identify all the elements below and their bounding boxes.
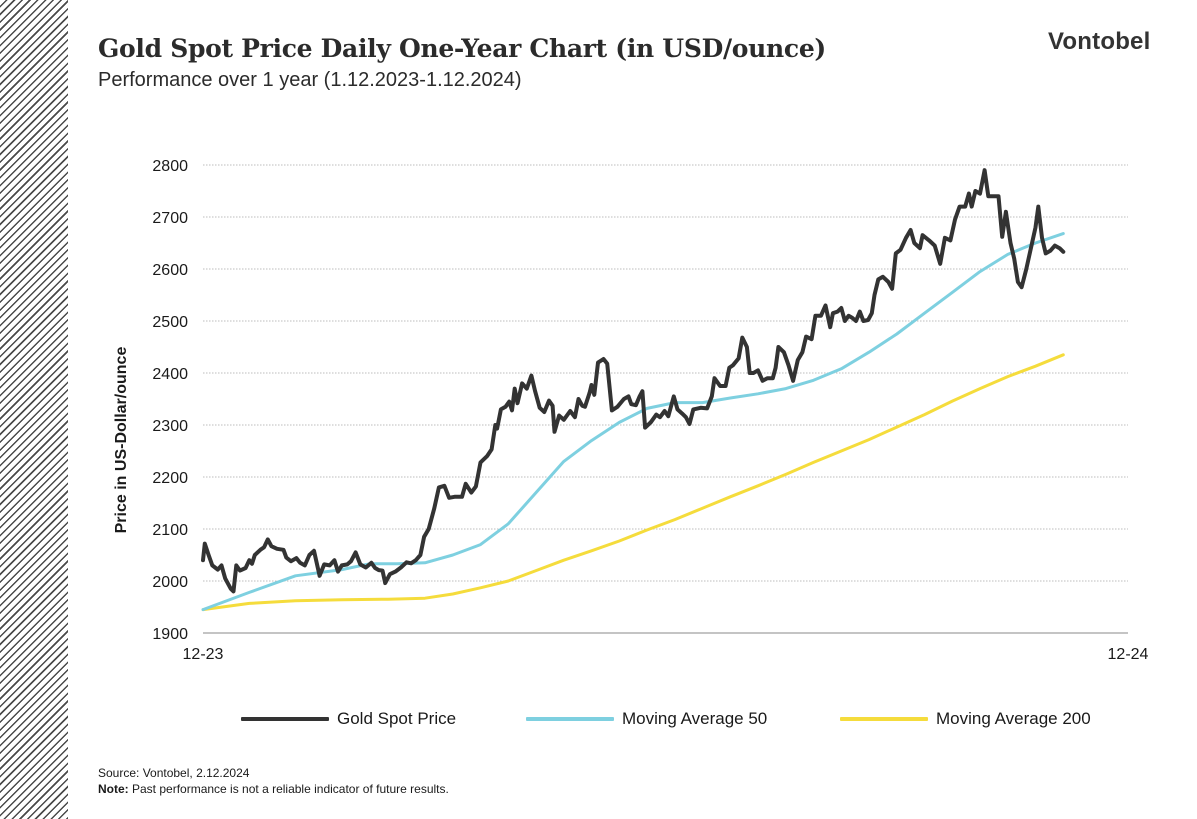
y-tick-labels: 1900 2000 2100 2200 2300 2400 2500 2600 2700 2800 — [152, 158, 188, 643]
y-tick-label: 2200 — [152, 470, 188, 487]
y-tick-label: 2400 — [152, 366, 188, 383]
legend-label-gold-spot: Gold Spot Price — [337, 709, 457, 728]
series-line-gold-spot-price — [201, 168, 1066, 594]
series-line-moving-average-50 — [201, 232, 1065, 612]
disclaimer-note: Note: Past performance is not a reliable… — [98, 782, 449, 796]
y-tick-label: 2600 — [152, 262, 188, 279]
legend-label-ma200: Moving Average 200 — [936, 709, 1091, 728]
legend-label-ma50: Moving Average 50 — [622, 709, 768, 728]
y-tick-label: 2500 — [152, 314, 188, 331]
brand-logo: Vontobel — [1048, 28, 1151, 55]
y-tick-label: 2300 — [152, 418, 188, 435]
legend-item-ma200: Moving Average 200 — [840, 706, 1091, 732]
legend: Gold Spot Price Moving Average 50 Moving… — [0, 706, 1197, 732]
y-tick-label: 2700 — [152, 210, 188, 227]
y-axis-label: Price in US-Dollar/ounce — [113, 347, 130, 534]
legend-swatch-gold-spot — [241, 717, 329, 721]
legend-item-ma50: Moving Average 50 — [526, 706, 767, 732]
chart-subtitle: Performance over 1 year (1.12.2023-1.12.… — [98, 69, 522, 91]
y-tick-label: 2100 — [152, 522, 188, 539]
y-tick-label: 1900 — [152, 626, 188, 643]
series-line-moving-average-200 — [201, 353, 1065, 612]
legend-swatch-ma200 — [840, 717, 928, 721]
x-tick-label: 12-24 — [1108, 646, 1149, 663]
y-tick-label: 2000 — [152, 574, 188, 591]
line-chart: 1900 2000 2100 2200 2300 2400 2500 2600 2700 2800… — [113, 158, 1149, 663]
legend-swatch-ma50 — [526, 717, 614, 721]
series-layer — [201, 168, 1066, 612]
note-text: Past performance is not a reliable indic… — [128, 782, 449, 796]
y-tick-label: 2800 — [152, 158, 188, 175]
hatched-side-band — [0, 0, 68, 819]
note-label: Note: — [98, 782, 129, 796]
x-tick-labels: 12-23 12-24 — [183, 646, 1149, 663]
chart-title: Gold Spot Price Daily One-Year Chart (in… — [98, 34, 826, 63]
x-tick-label: 12-23 — [183, 646, 224, 663]
legend-item-gold-spot: Gold Spot Price — [241, 706, 456, 732]
source-note: Source: Vontobel, 2.12.2024 — [98, 766, 250, 780]
grid-lines — [203, 164, 1128, 634]
